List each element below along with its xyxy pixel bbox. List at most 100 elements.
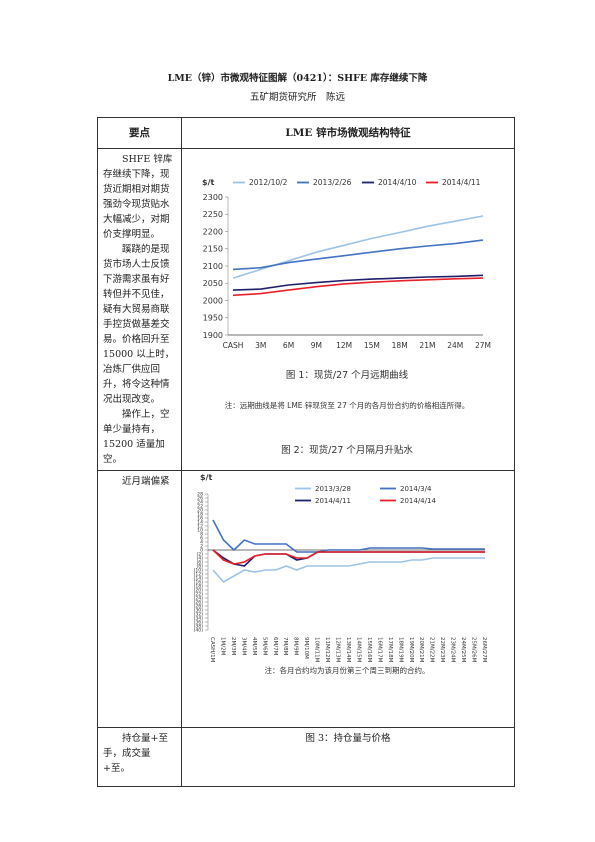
x-tick-label: 24M/25M — [460, 637, 466, 663]
x-tick-label: 27M — [475, 341, 491, 350]
cell: SHFE 锌库存继续下降，现货近期相对期货强劲令现货贴水大幅减少，对期价支撑明显… — [97, 148, 182, 471]
x-tick-label: 6M/7M — [272, 637, 278, 656]
y-tick-label: 2300 — [203, 193, 223, 202]
legend-label: 2014/4/11 — [442, 178, 481, 187]
series-line — [212, 557, 485, 584]
y-tick-label: 4 — [200, 540, 203, 546]
y-tick-label: 12 — [197, 524, 203, 530]
x-tick-label: 18M — [392, 341, 408, 350]
x-tick-label: 26M/27M — [481, 637, 487, 663]
author: 五矿期货研究所 陈远 — [249, 92, 345, 103]
y-tick-label: (24) — [194, 596, 204, 602]
y-tick-label: (34) — [194, 616, 204, 622]
y-tick-label: (8) — [196, 564, 203, 570]
y-tick-label: 1900 — [203, 331, 223, 340]
y-tick-label: (10) — [194, 568, 204, 574]
paragraph: 操作上，空单少量持有，15200 适量加空。 — [103, 409, 170, 465]
chart-title: 图 2：现货/27 个月隔月升贴水 — [281, 444, 413, 456]
y-tick-label: (36) — [194, 620, 204, 626]
y-tick-label: 6 — [200, 536, 203, 542]
y-tick-label: 22 — [197, 504, 203, 510]
y-tick-label: (18) — [194, 584, 204, 590]
x-tick-label: 9M/10M — [303, 637, 309, 659]
x-tick-label: 22M/23M — [439, 637, 445, 663]
x-tick-label: 21M/22M — [429, 637, 435, 663]
x-tick-label: 13M/14M — [345, 637, 351, 663]
x-tick-label: 21M — [419, 341, 435, 350]
y-tick-label: (4) — [196, 556, 203, 562]
x-tick-label: CASH — [223, 341, 244, 350]
x-tick-label: 15M/16M — [366, 637, 372, 663]
cell: 图 3：持仓量与价格 — [181, 727, 515, 787]
chart-caption: 图 1：现货/27 个月远期曲线 — [286, 369, 409, 381]
y-tick-label: (38) — [194, 624, 204, 630]
chart-cell — [181, 470, 515, 728]
series-line — [232, 277, 484, 297]
x-tick-label: 16M/17M — [376, 637, 382, 663]
x-tick-label: 12M/13M — [335, 637, 341, 663]
series-line — [232, 274, 484, 291]
paragraph: 蹊跷的是现货市场人士反馈下游需求虽有好转但并不见佳，疑有大贸易商联手控货做基差交… — [103, 244, 175, 405]
x-tick-label: 8M/9M — [293, 637, 299, 656]
y-tick-label: 2000 — [203, 296, 223, 305]
chart-title: 图 3：持仓量与价格 — [305, 733, 391, 744]
x-tick-label: 9M — [311, 341, 322, 350]
y-tick-label: 18 — [197, 512, 203, 518]
y-tick-label: (6) — [196, 560, 203, 566]
x-tick-label: 4M/5M — [251, 637, 257, 656]
paragraph: 近月端偏紧 — [122, 476, 170, 487]
x-tick-label: 20M/21M — [418, 637, 424, 663]
x-tick-label: 10M/11M — [314, 637, 320, 663]
x-tick-label: 24M — [447, 341, 463, 350]
y-tick-label: 14 — [197, 520, 203, 526]
y-tick-label: 26 — [197, 496, 203, 502]
x-tick-label: 23M/24M — [450, 637, 456, 663]
table: 要点 LME 锌市场微观结构特征 SHFE 锌库存继续下降，现货近期相对期货强劲令… — [97, 117, 515, 787]
legend-label: 2014/3/4 — [400, 485, 432, 493]
legend-label: 2013/2/26 — [313, 178, 352, 187]
y-tick-label: 20 — [197, 508, 203, 514]
legend-label: 2014/4/10 — [378, 178, 417, 187]
x-tick-label: 18M/19M — [397, 637, 403, 663]
y-tick-label: 2250 — [203, 210, 223, 219]
y-tick-label: 10 — [197, 528, 203, 534]
y-tick-label: 2150 — [203, 245, 223, 254]
y-tick-label: (12) — [194, 572, 204, 578]
paragraph: 持仓量+至手，成交量+至。 — [103, 733, 168, 774]
x-tick-label: CASH/1M — [209, 637, 215, 663]
head-cell: 要点 — [97, 117, 182, 149]
y-tick-label: 24 — [197, 500, 203, 506]
x-tick-label: 11M/12M — [324, 637, 330, 663]
x-tick-label: 5M/6M — [261, 637, 267, 656]
legend-label: 2013/3/28 — [315, 485, 351, 493]
legend-label: 2014/4/14 — [400, 497, 436, 505]
x-tick-label: 2M/3M — [230, 637, 236, 656]
y-axis-label: $/t — [200, 473, 212, 482]
y-tick-label: (20) — [194, 588, 204, 594]
y-tick-label: (32) — [194, 612, 204, 618]
x-tick-label: 25M/26M — [471, 637, 477, 663]
legend-label: 2012/10/2 — [249, 178, 288, 187]
chart-cell — [181, 148, 515, 471]
x-tick-label: 1M/2M — [219, 637, 225, 656]
y-tick-label: 2050 — [203, 279, 223, 288]
y-tick-label: 16 — [197, 516, 203, 522]
x-tick-label: 14M/15M — [355, 637, 361, 663]
doc-title: LME（锌）市微观特征图解（0421）：SHFE 库存继续下降 — [167, 73, 428, 84]
y-tick-label: 8 — [200, 532, 203, 538]
series-line — [212, 549, 485, 565]
head-cell: LME 锌市场微观结构特征 — [181, 117, 515, 149]
x-tick-label: 19M/20M — [408, 637, 414, 663]
x-tick-label: 3M/4M — [240, 637, 246, 656]
series-line — [232, 239, 484, 271]
y-tick-label: (26) — [194, 600, 204, 606]
x-tick-label: 17M/18M — [387, 637, 393, 663]
y-tick-label: 2100 — [203, 262, 223, 271]
x-tick-label: 6M — [283, 341, 294, 350]
y-tick-label: (28) — [194, 604, 204, 610]
legend-label: 2014/4/11 — [315, 497, 351, 505]
series-line — [212, 519, 485, 553]
y-tick-label: 2 — [200, 544, 203, 550]
